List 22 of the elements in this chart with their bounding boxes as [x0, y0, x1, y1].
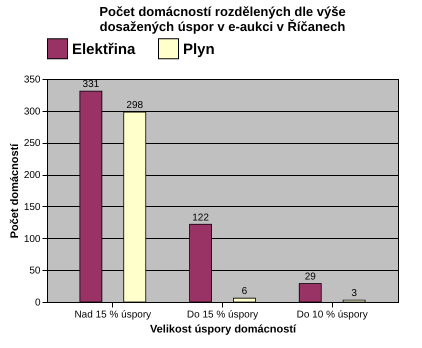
y-tick-label: 50: [29, 266, 41, 277]
data-label: 298: [126, 100, 144, 112]
y-tick-label: 250: [24, 138, 41, 150]
y-axis-title: Počet domácností: [8, 142, 21, 238]
y-tick-label: 100: [24, 234, 41, 245]
legend-label: Elektřina: [72, 40, 136, 58]
data-label: 29: [304, 272, 316, 283]
legend-label: Plyn: [183, 40, 215, 58]
data-label: 3: [351, 288, 358, 300]
y-tick-label: 150: [24, 202, 41, 213]
data-label: 122: [192, 212, 210, 224]
data-label: 6: [242, 286, 248, 298]
x-tick-label: Nad 15 % úspory: [74, 310, 152, 320]
chart-title: Počet domácností rozdělených dle výše dosažených úspor v e-aukci v Říčanech: [99, 4, 346, 34]
x-axis-title: Velikost úspory domácností: [150, 324, 297, 336]
y-tick-label: 300: [24, 106, 41, 118]
y-tick-label: 0: [34, 298, 41, 308]
y-tick-label: 200: [24, 170, 41, 182]
x-tick-label: Do 10 % úspory: [296, 310, 368, 320]
y-tick-label: 350: [24, 74, 41, 86]
data-label: 331: [82, 79, 100, 90]
x-tick-label: Do 15 % úspory: [186, 310, 258, 320]
